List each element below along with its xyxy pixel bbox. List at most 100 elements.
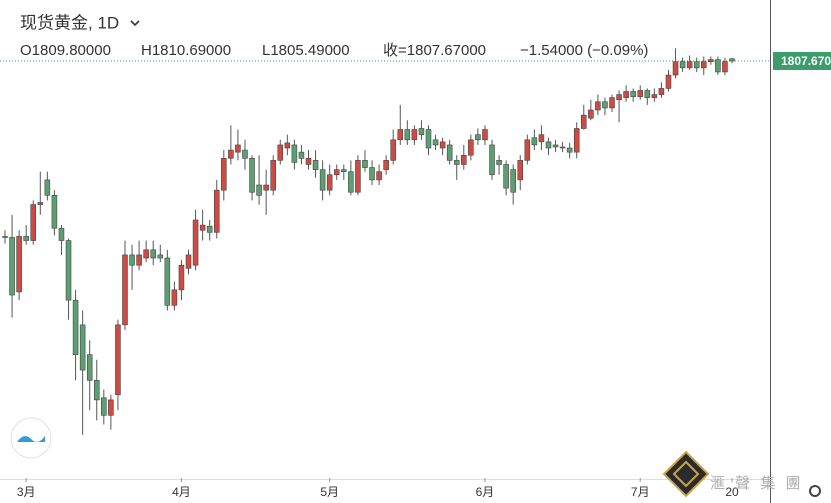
candle-body — [665, 74, 672, 89]
candle-body — [93, 380, 100, 401]
candle-body — [16, 236, 22, 293]
candle — [115, 319, 121, 411]
candle-body — [362, 160, 368, 168]
candle-body — [143, 249, 149, 259]
candle — [573, 122, 580, 159]
brand-diamond — [662, 450, 710, 498]
candle — [93, 359, 100, 421]
candle-body — [411, 129, 418, 141]
candle — [432, 134, 439, 151]
x-tick-label: 6月 — [476, 485, 495, 499]
candle — [425, 125, 432, 156]
candle-body — [136, 254, 142, 266]
logo[interactable] — [10, 417, 52, 459]
ohlc-value: L1805.49000 — [262, 42, 350, 59]
candle — [157, 244, 164, 263]
candle-body — [291, 144, 298, 163]
candle-body — [249, 158, 255, 193]
candle — [86, 340, 93, 411]
candle-body — [108, 399, 114, 416]
candle-body — [552, 144, 559, 148]
candle-body — [319, 169, 326, 191]
candle — [475, 128, 481, 145]
candle — [312, 150, 319, 178]
candle-body — [693, 61, 700, 69]
candle — [143, 240, 149, 263]
candle-body — [679, 61, 686, 69]
candle-body — [44, 179, 51, 196]
candle — [44, 171, 51, 201]
candle — [122, 240, 128, 330]
candle-body — [312, 160, 319, 170]
ohlc-value: 收=1807.67000 — [383, 42, 486, 59]
candle-body — [616, 94, 622, 101]
candle — [235, 129, 241, 161]
candle-body — [397, 129, 404, 141]
candle-body — [9, 237, 15, 296]
settings-icon[interactable] — [809, 485, 821, 497]
title-chevron[interactable] — [130, 20, 140, 27]
candle-body — [263, 184, 269, 191]
candle — [609, 94, 615, 113]
candle-body — [432, 139, 439, 146]
candle — [383, 155, 389, 175]
candle — [79, 310, 86, 435]
candle-body — [468, 139, 474, 156]
candle-body — [58, 227, 65, 241]
candle-body — [122, 254, 128, 326]
candle — [559, 141, 566, 153]
candle — [411, 125, 418, 145]
candle-body — [178, 264, 185, 291]
candle-body — [277, 144, 284, 161]
candle-body — [65, 240, 72, 301]
candle-body — [23, 236, 29, 241]
candle — [588, 99, 594, 121]
candle — [693, 57, 700, 72]
candle — [637, 85, 644, 100]
candle-body — [115, 324, 121, 396]
candle-body — [348, 171, 354, 193]
gear[interactable] — [809, 485, 821, 497]
candle — [284, 134, 291, 156]
logo-circle[interactable] — [10, 417, 52, 459]
candle — [221, 150, 227, 201]
candle — [658, 82, 665, 98]
candle-body — [524, 139, 531, 161]
candle-body — [235, 144, 241, 153]
last-price-label: 1807.670 — [781, 54, 831, 68]
candle — [595, 94, 601, 116]
candle — [305, 150, 312, 170]
candle-body — [305, 158, 312, 165]
candle-body — [425, 129, 432, 149]
candle-body — [30, 204, 37, 241]
brand-diamond-inner — [672, 460, 700, 488]
candle — [206, 219, 213, 241]
candle — [298, 144, 305, 165]
candle-body — [298, 151, 305, 159]
candle — [192, 209, 199, 271]
candle-body — [637, 90, 644, 97]
candle — [665, 69, 672, 92]
candle — [376, 164, 382, 186]
candle-body — [192, 219, 199, 266]
candle — [545, 137, 552, 156]
candle — [256, 155, 262, 205]
candle — [602, 97, 608, 116]
candle-body — [453, 160, 460, 165]
candle — [326, 164, 333, 196]
candle-body — [566, 147, 573, 153]
last-price-tag — [773, 51, 831, 70]
candle-body — [510, 169, 516, 193]
candle — [461, 144, 467, 170]
candle-body — [461, 154, 467, 165]
candle-body — [404, 129, 411, 141]
candle-body — [101, 397, 107, 416]
ohlc-value: O1809.80000 — [20, 42, 111, 59]
candle-body — [517, 160, 524, 181]
brand-badge — [662, 450, 710, 498]
candle-body — [355, 160, 361, 193]
candle — [397, 104, 404, 145]
candle-body — [199, 224, 206, 231]
candle-body — [333, 169, 340, 176]
candle — [453, 155, 460, 180]
